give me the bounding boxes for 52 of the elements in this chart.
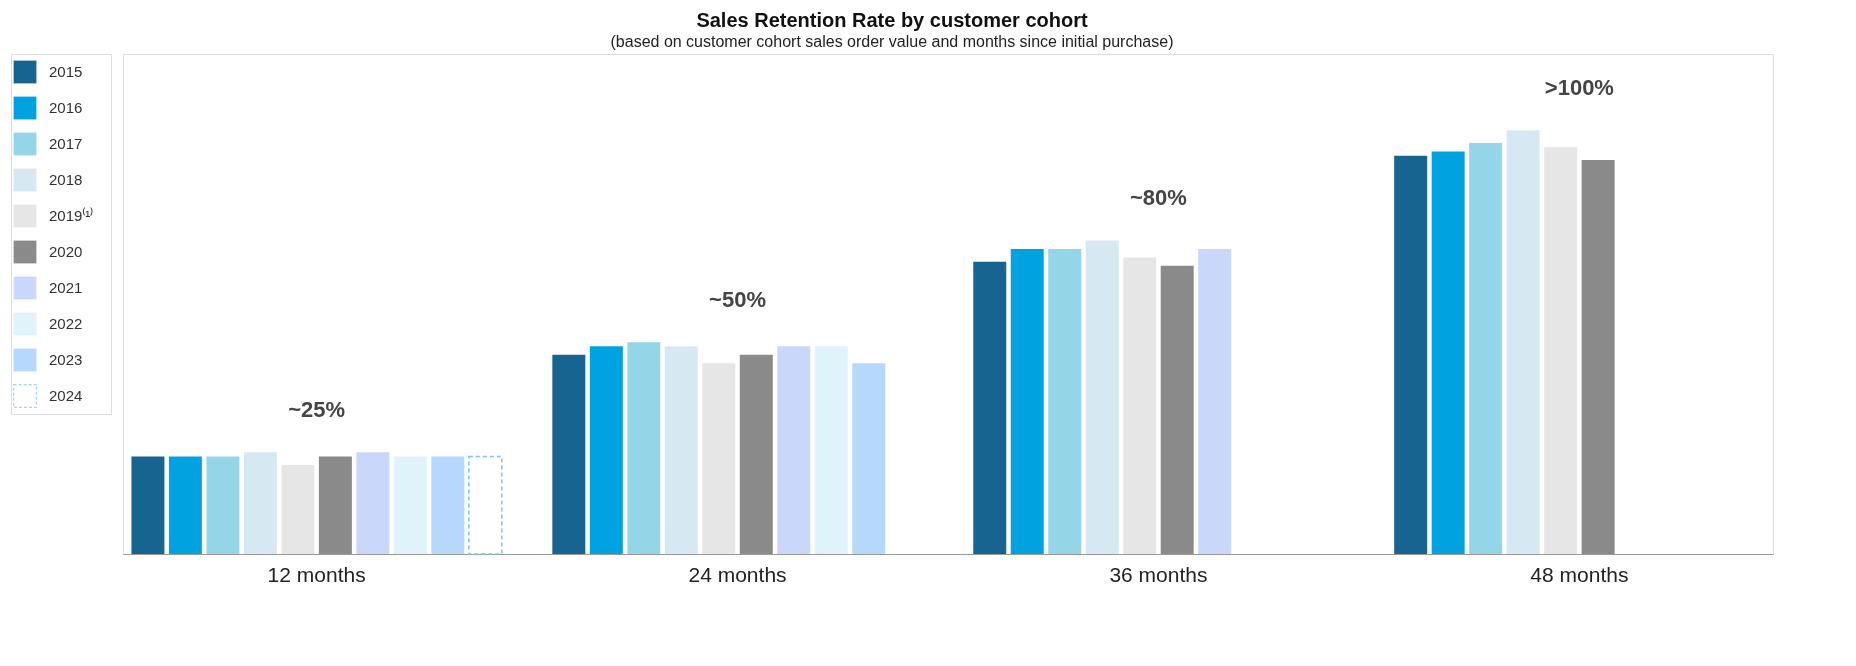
bar xyxy=(1198,248,1232,554)
legend-label: 2023 xyxy=(49,351,83,368)
bar xyxy=(777,346,811,554)
bar xyxy=(1085,240,1119,554)
bar xyxy=(206,456,240,554)
bar xyxy=(393,456,427,554)
bar xyxy=(281,465,315,554)
legend-label: 2022 xyxy=(49,315,83,332)
text: >100% xyxy=(1544,74,1614,100)
bar xyxy=(243,452,277,554)
annotation: ~25% xyxy=(288,396,346,422)
bar xyxy=(702,363,736,554)
bar xyxy=(664,346,698,554)
legend-label: 2019⁽¹⁾ xyxy=(49,207,94,224)
x-tick-label: 36 months xyxy=(1109,562,1208,586)
x-tick-label: 24 months xyxy=(688,562,787,586)
legend-label: 2021 xyxy=(49,279,83,296)
bar xyxy=(1544,147,1578,554)
bar xyxy=(468,455,503,555)
bar xyxy=(973,261,1007,554)
chart-subtitle: (based on customer cohort sales order value and months since initial purchase) xyxy=(610,32,1174,50)
x-tick-label: 12 months xyxy=(267,562,366,586)
bar xyxy=(168,456,202,554)
bar xyxy=(552,354,586,554)
bar xyxy=(1469,142,1503,554)
bar xyxy=(1160,265,1194,554)
bar xyxy=(1010,248,1044,554)
legend-label: 2020 xyxy=(49,243,83,260)
bar xyxy=(852,363,886,554)
bar xyxy=(627,342,661,554)
bar xyxy=(1123,257,1157,554)
x-tick-label: 48 months xyxy=(1530,562,1629,586)
annotation: ~80% xyxy=(1130,185,1187,211)
bar xyxy=(1506,130,1540,554)
bar xyxy=(318,456,352,554)
legend-label: 2024 xyxy=(49,387,83,404)
legend-label: 2016 xyxy=(49,99,83,116)
bar xyxy=(1581,159,1615,554)
bar xyxy=(131,456,165,554)
legend-label: 2017 xyxy=(49,135,83,152)
bar xyxy=(814,346,848,554)
legend-label: 2018 xyxy=(49,171,83,188)
chart-title: Sales Retention Rate by customer cohort xyxy=(696,8,1088,31)
legend-label: 2015 xyxy=(49,63,83,80)
bar xyxy=(1048,248,1082,554)
bar xyxy=(356,452,390,554)
annotation: ~50% xyxy=(709,286,766,312)
bar xyxy=(739,354,773,554)
bar xyxy=(589,346,623,554)
bar xyxy=(431,456,465,554)
bar xyxy=(1394,155,1428,554)
bar xyxy=(1431,151,1465,554)
